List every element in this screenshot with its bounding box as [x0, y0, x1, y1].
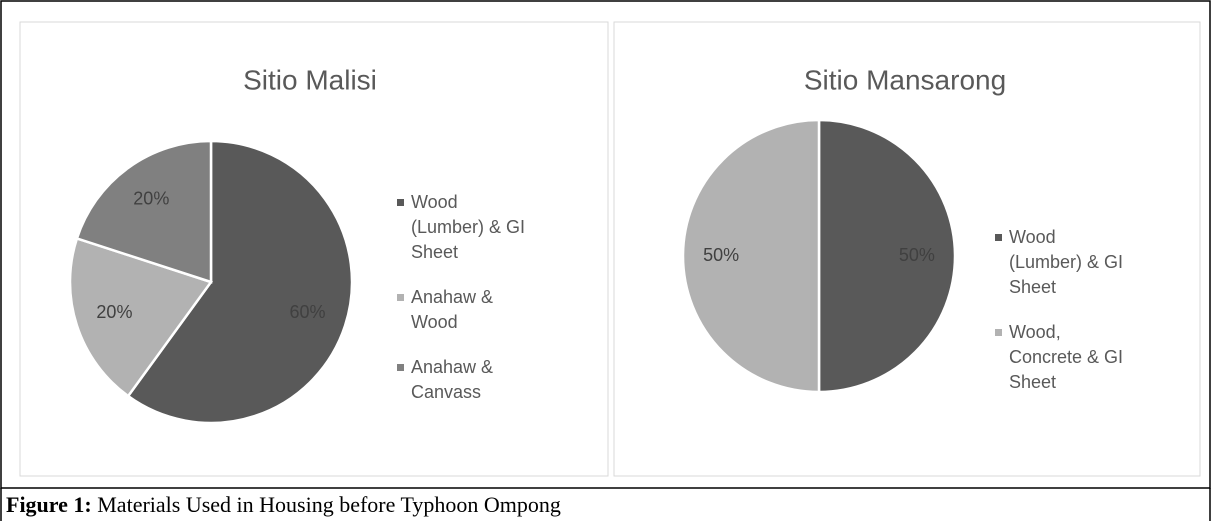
caption-text: Materials Used in Housing before Typhoon…	[97, 492, 561, 517]
legend-label: Wood, Concrete & GI Sheet	[1009, 322, 1124, 392]
legend: Wood (Lumber) & GI Sheet Anahaw & Wood Ana…	[397, 190, 528, 425]
legend-swatch	[995, 234, 1002, 241]
data-label: 20%	[133, 189, 169, 209]
data-label: 60%	[290, 302, 326, 322]
legend-swatch	[397, 294, 404, 301]
data-label: 50%	[703, 245, 739, 265]
chart-title: Sitio Malisi	[243, 64, 377, 95]
legend-label: Anahaw & Wood	[411, 287, 494, 332]
legend-label: Anahaw & Canvass	[411, 357, 494, 402]
legend-item: Wood (Lumber) & GI Sheet	[397, 190, 528, 265]
legend-item: Wood, Concrete & GI Sheet	[995, 320, 1126, 395]
pie-slice	[681, 118, 821, 394]
legend-swatch	[397, 364, 404, 371]
legend: Wood (Lumber) & GI Sheet Wood, Concrete &…	[995, 225, 1126, 415]
data-label: 50%	[899, 245, 935, 265]
caption: Figure 1: Materials Used in Housing befo…	[6, 492, 561, 518]
caption-label: Figure 1:	[6, 492, 92, 517]
legend-swatch	[397, 199, 404, 206]
chart-title: Sitio Mansarong	[804, 64, 1006, 95]
legend-swatch	[995, 329, 1002, 336]
pie-slice	[817, 118, 957, 394]
pie-slice	[68, 236, 214, 398]
data-label: 20%	[96, 302, 132, 322]
pie-slice	[126, 139, 354, 425]
figure-border	[0, 0, 1211, 489]
pie-slice	[75, 139, 213, 284]
legend-label: Wood (Lumber) & GI Sheet	[411, 192, 526, 262]
legend-item: Wood (Lumber) & GI Sheet	[995, 225, 1126, 300]
legend-item: Anahaw & Canvass	[397, 355, 528, 405]
legend-item: Anahaw & Wood	[397, 285, 528, 335]
legend-label: Wood (Lumber) & GI Sheet	[1009, 227, 1124, 297]
